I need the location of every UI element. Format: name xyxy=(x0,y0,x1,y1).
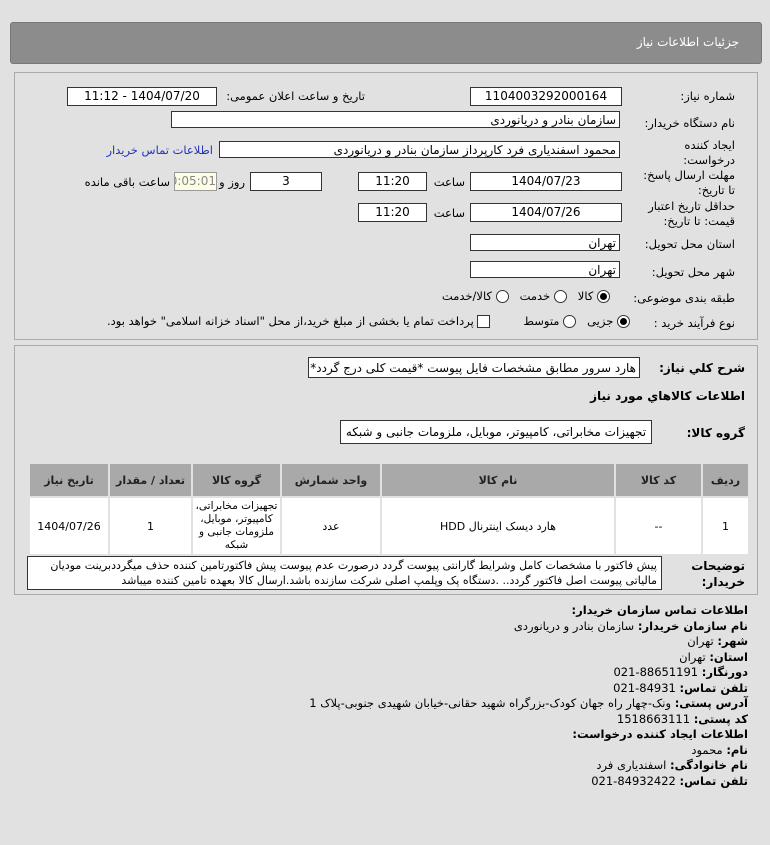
creator-label-2: درخواست: xyxy=(683,153,735,167)
creator-phone: تلفن تماس: 84932422-021 xyxy=(591,773,748,788)
col-code: کد کالا xyxy=(614,462,703,498)
buyer-label: نام دستگاه خریدار: xyxy=(644,116,735,130)
cell-code: -- xyxy=(614,496,703,556)
summary-field: هارد سرور مطابق مشخصات فایل پیوست *قیمت … xyxy=(308,357,640,378)
process-label: نوع فرآیند خرید : xyxy=(653,316,735,330)
process-option-minor: جزیی xyxy=(587,314,614,328)
contact-title: اطلاعات تماس سازمان خریدار: xyxy=(571,603,748,617)
validity-time-label: ساعت xyxy=(433,206,465,220)
page-title: جزئیات اطلاعات نیاز xyxy=(636,35,739,49)
notes-label-2: خریدار: xyxy=(701,575,745,589)
days-field[interactable]: 3 xyxy=(250,172,322,191)
buyer-contact-link[interactable]: اطلاعات تماس خریدار xyxy=(106,143,213,157)
deadline-date-field[interactable]: 1404/07/23 xyxy=(470,172,622,191)
process-radio-minor[interactable] xyxy=(617,315,630,328)
col-group: گروه کالا xyxy=(191,462,282,498)
group-label: گروه کالا: xyxy=(686,426,745,440)
contact-postal: کد پستی: 1518663111 xyxy=(616,711,748,726)
deadline-label: مهلت ارسال پاسخ: xyxy=(643,168,735,182)
category-radio-goods[interactable] xyxy=(597,290,610,303)
deadline-time-label: ساعت xyxy=(433,175,465,189)
province-field[interactable]: تهران xyxy=(470,234,620,251)
col-date: تاریخ نیاز xyxy=(28,462,110,498)
validity-time-field[interactable]: 11:20 xyxy=(358,203,427,222)
validity-date-field[interactable]: 1404/07/26 xyxy=(470,203,622,222)
days-label: روز و xyxy=(219,175,245,189)
city-label: شهر محل تحویل: xyxy=(651,265,735,279)
category-radio-service[interactable] xyxy=(553,290,567,303)
col-name: نام کالا xyxy=(380,462,616,498)
creator-label: ایجاد کننده xyxy=(684,138,735,152)
category-option-service: خدمت xyxy=(519,289,551,303)
goods-table: ردیف کد کالا نام کالا واحد شمارش گروه کا… xyxy=(28,462,750,556)
group-field: تجهیزات مخابراتی، کامپیوتر، موبایل، ملزو… xyxy=(340,420,652,444)
page-header: جزئیات اطلاعات نیاز xyxy=(10,22,762,64)
cell-unit: عدد xyxy=(280,496,382,556)
goods-title: اطلاعات کالاهاي مورد نياز xyxy=(590,389,745,403)
creator-field[interactable]: محمود اسفندیاری فرد کارپرداز سازمان بناد… xyxy=(219,141,620,158)
category-radio-group: کالا خدمت کالا/خدمت xyxy=(442,289,610,303)
col-qty: تعداد / مقدار xyxy=(108,462,193,498)
announce-label: تاریخ و ساعت اعلان عمومی: xyxy=(226,89,365,103)
validity-label-2: قیمت: تا تاریخ: xyxy=(663,214,735,228)
treasury-payment-checkbox[interactable] xyxy=(477,315,491,328)
table-header-row: ردیف کد کالا نام کالا واحد شمارش گروه کا… xyxy=(28,462,750,498)
buyer-contact-section: اطلاعات تماس سازمان خریدار: نام سازمان خ… xyxy=(309,603,748,789)
category-option-goods: کالا xyxy=(577,289,594,303)
contact-phone: تلفن تماس: 84931-021 xyxy=(613,680,748,695)
process-radio-medium[interactable] xyxy=(563,315,577,328)
buyer-field[interactable]: سازمان بنادر و دریانوردی xyxy=(171,111,620,128)
remaining-label: ساعت باقی مانده xyxy=(84,175,170,189)
remaining-time-field: 00:05:01 xyxy=(174,172,217,191)
validity-label: حداقل تاریخ اعتبار xyxy=(648,199,735,213)
process-option-medium: متوسط xyxy=(523,314,560,328)
contact-fax: دورنگار: 88651191-021 xyxy=(613,665,748,679)
cell-row: 1 xyxy=(701,496,750,556)
cell-date: 1404/07/26 xyxy=(28,496,110,556)
contact-province: استان: تهران xyxy=(679,649,748,664)
province-label: استان محل تحویل: xyxy=(644,237,735,251)
notes-label: توضیحات xyxy=(691,559,745,573)
deadline-label-2: تا تاریخ: xyxy=(697,183,735,197)
announce-field[interactable]: 1404/07/20 - 11:12 xyxy=(67,87,217,106)
creator-name: نام: محمود xyxy=(691,742,748,757)
cell-group: تجهیزات مخابراتی، کامپیوتر، موبایل، ملزو… xyxy=(191,496,282,556)
category-radio-both[interactable] xyxy=(495,290,509,303)
col-unit: واحد شمارش xyxy=(280,462,382,498)
creator-title: اطلاعات ایجاد کننده درخواست: xyxy=(572,727,748,741)
summary-label: شرح کلي نياز: xyxy=(659,361,745,375)
cell-qty: 1 xyxy=(108,496,193,556)
contact-address: آدرس پستی: ونک-چهار راه جهان کودک-بزرگرا… xyxy=(309,696,748,710)
notes-field: پیش فاکتور با مشخصات کامل وشرایط گارانتی… xyxy=(27,556,662,590)
contact-org: نام سازمان خریدار: سازمان بنادر و دریانو… xyxy=(513,618,748,633)
process-radio-group: جزیی متوسط پرداخت تمام یا بخشی از مبلغ خ… xyxy=(107,314,630,328)
deadline-time-field[interactable]: 11:20 xyxy=(358,172,427,191)
cell-name: هارد دیسک اینترنال HDD xyxy=(380,496,616,556)
contact-city: شهر: تهران xyxy=(687,634,748,648)
need-number-field[interactable]: 1104003292000164 xyxy=(470,87,622,106)
col-row: ردیف xyxy=(701,462,750,498)
category-label: طبقه بندی موضوعی: xyxy=(633,291,735,305)
creator-family: نام خانوادگی: اسفندیاری فرد xyxy=(596,758,748,772)
treasury-payment-note: پرداخت تمام یا بخشی از مبلغ خرید،از محل … xyxy=(107,314,474,328)
table-row: 1 -- هارد دیسک اینترنال HDD عدد تجهیزات … xyxy=(28,496,750,556)
need-number-label: شماره نیاز: xyxy=(680,89,735,103)
city-field[interactable]: تهران xyxy=(470,261,620,278)
category-option-both: کالا/خدمت xyxy=(441,289,492,303)
